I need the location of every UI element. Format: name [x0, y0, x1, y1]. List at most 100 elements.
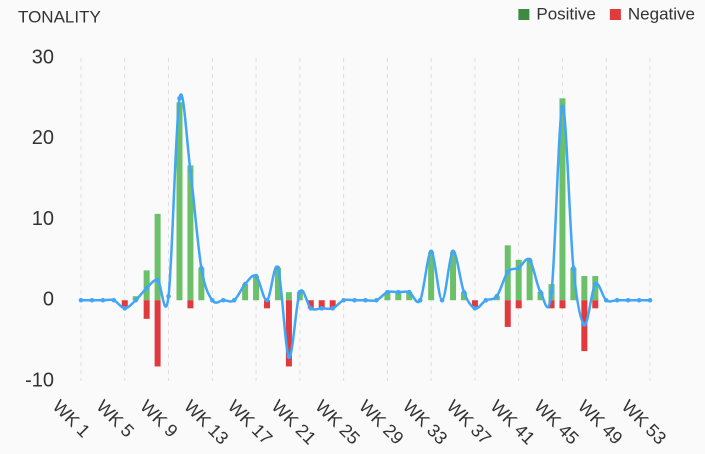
x-tick-label: WK 45	[530, 396, 582, 448]
line-point	[560, 104, 565, 109]
x-tick-label: WK 49	[574, 396, 626, 448]
bar	[570, 267, 577, 301]
line-point	[582, 322, 587, 327]
line-point	[89, 297, 95, 303]
y-tick-label: 10	[32, 208, 54, 230]
bar	[198, 267, 205, 301]
line-point	[253, 273, 259, 279]
line-point	[385, 289, 390, 295]
bar	[143, 270, 150, 301]
line-point	[571, 265, 576, 271]
line-point	[614, 297, 620, 303]
x-tick-label: WK 9	[136, 396, 181, 441]
x-tick-label: WK 17	[224, 396, 276, 448]
line-point	[210, 297, 215, 303]
line-point	[450, 249, 456, 255]
line-point	[286, 354, 292, 360]
line-point	[199, 265, 204, 271]
line-point	[144, 285, 149, 291]
bar	[460, 292, 467, 301]
x-tick-label: WK 5	[93, 396, 138, 441]
bar	[406, 292, 413, 301]
bar	[242, 284, 249, 301]
x-tick-label: WK 25	[311, 396, 363, 448]
bar	[515, 300, 522, 309]
line-point	[625, 297, 631, 303]
line-point	[220, 297, 226, 303]
line-point	[549, 289, 554, 295]
line-point	[636, 297, 642, 303]
x-tick-label: WK 29	[355, 396, 407, 448]
x-tick-label: WK 13	[180, 396, 232, 448]
bar	[526, 259, 533, 301]
line-point	[111, 297, 117, 303]
bar	[285, 292, 292, 301]
line-point	[133, 297, 139, 303]
bar	[559, 300, 566, 309]
line-point	[352, 297, 357, 303]
bar	[428, 251, 435, 301]
bar	[592, 300, 599, 309]
bar	[176, 102, 183, 301]
line-point	[297, 289, 303, 295]
bar	[307, 300, 314, 309]
chart-title: TONALITY	[18, 7, 101, 26]
line-point	[275, 265, 281, 271]
legend-swatch	[609, 9, 621, 20]
line-point	[428, 249, 434, 255]
bar	[154, 300, 161, 367]
line-point	[155, 277, 160, 283]
x-tick-label: WK 37	[443, 396, 495, 448]
bar	[504, 300, 511, 327]
line-point	[188, 168, 193, 174]
bar	[187, 165, 194, 301]
bar	[187, 300, 194, 309]
x-tick-label: WK 1	[49, 396, 94, 441]
bar	[548, 300, 555, 309]
x-tick-label: WK 33	[399, 396, 451, 448]
bar	[581, 276, 588, 301]
y-tick-label: 20	[32, 127, 54, 149]
x-tick-label: WK 41	[487, 396, 539, 448]
line-point	[505, 269, 511, 275]
bar	[154, 213, 161, 301]
line-point	[516, 265, 521, 271]
x-tick-label: WK 21	[268, 396, 320, 448]
legend-swatch	[518, 9, 530, 20]
bar	[143, 300, 150, 319]
bar	[274, 267, 281, 301]
bar	[329, 300, 336, 309]
y-tick-label: 30	[32, 46, 54, 68]
line-point	[374, 297, 379, 303]
legend-label: Positive	[536, 4, 596, 23]
line-point	[166, 293, 171, 299]
line-point	[538, 289, 543, 295]
line-point	[264, 297, 270, 303]
line-point	[319, 306, 325, 311]
line-point	[78, 297, 84, 303]
line-point	[363, 297, 368, 303]
bar	[450, 251, 457, 301]
bar	[559, 98, 566, 301]
line-point	[308, 306, 314, 311]
line-point	[603, 297, 609, 303]
bar	[515, 259, 522, 301]
line-point	[417, 297, 423, 303]
line-point	[472, 306, 478, 311]
bar	[285, 300, 292, 367]
line-point	[122, 306, 128, 311]
bar	[471, 300, 478, 309]
x-tick-label: WK 53	[618, 396, 670, 448]
line-point	[461, 289, 467, 295]
y-tick-label: -10	[25, 369, 54, 391]
line-point	[647, 297, 653, 303]
line-point	[439, 297, 445, 303]
line-point	[396, 289, 401, 295]
line-point	[483, 297, 489, 303]
line-point	[592, 281, 598, 287]
y-tick-label: 0	[43, 289, 54, 311]
bar	[318, 300, 325, 309]
line-point	[177, 96, 182, 101]
bar	[264, 300, 271, 309]
